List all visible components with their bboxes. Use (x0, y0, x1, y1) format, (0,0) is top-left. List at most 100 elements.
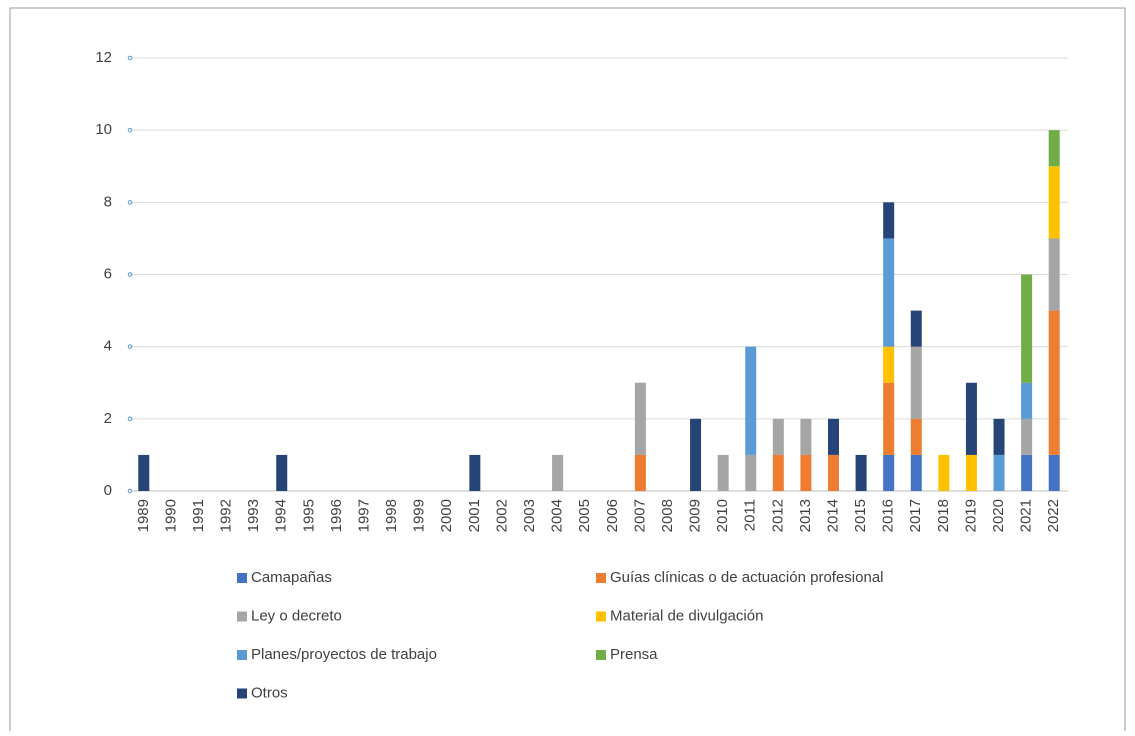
y-tick-label: 8 (104, 193, 112, 210)
x-tick-label: 2008 (659, 499, 676, 532)
x-tick-label: 1998 (383, 499, 400, 532)
bar-segment (745, 346, 757, 455)
x-tick-label: 2022 (1045, 499, 1062, 532)
bar-segment (772, 418, 784, 455)
x-tick-label: 2021 (1018, 499, 1035, 532)
x-tick-label: 2014 (824, 499, 841, 532)
legend-swatch (596, 573, 606, 583)
legend-swatch (596, 611, 606, 622)
x-tick-label: 2003 (521, 499, 538, 532)
bar-segment (910, 310, 922, 347)
bar-segment (1048, 310, 1060, 455)
bar-segment (855, 454, 867, 491)
x-tick-label: 1992 (218, 499, 235, 532)
x-tick-label: 1994 (273, 499, 290, 532)
tick-marker (127, 272, 133, 277)
legend-label: Planes/proyectos de trabajo (251, 646, 437, 663)
bar-segment (993, 454, 1005, 491)
bar-segment (800, 454, 812, 491)
x-tick-label: 2012 (769, 499, 786, 532)
legend-label: Otros (251, 684, 288, 701)
x-tick-label: 2016 (880, 499, 897, 532)
tick-marker (127, 127, 133, 133)
bar-segment (1021, 418, 1033, 455)
bar-segment (828, 454, 839, 491)
y-tick-label: 4 (104, 338, 112, 355)
legend-swatch (237, 688, 247, 699)
bar-segment (690, 418, 702, 491)
x-tick-label: 2015 (852, 499, 869, 532)
bar-segment (1021, 382, 1033, 419)
bar-segment (717, 454, 729, 491)
x-tick-label: 1989 (135, 499, 152, 532)
bar-segment (138, 454, 150, 491)
x-tick-label: 2020 (990, 499, 1007, 532)
bar-segment (883, 238, 895, 347)
bar-segment (634, 454, 646, 491)
x-tick-label: 1990 (162, 499, 179, 532)
legend-swatch (237, 573, 247, 583)
bar-segment (938, 454, 950, 491)
y-tick-label: 2 (104, 410, 112, 427)
x-tick-label: 2002 (493, 499, 510, 532)
bar-segment (1048, 166, 1060, 239)
x-tick-label: 1993 (245, 499, 262, 532)
bar-segment (800, 418, 812, 455)
x-tick-label: 2017 (907, 499, 924, 532)
bar-segment (965, 454, 977, 491)
x-tick-label: 2004 (549, 499, 566, 532)
bar-segment (772, 454, 784, 491)
frame (9, 7, 1126, 736)
bar-segment (1021, 454, 1033, 491)
bar-segment (883, 382, 895, 455)
legend-label: Prensa (610, 646, 658, 663)
y-tick-label: 12 (95, 49, 112, 66)
legend-label: Guías clínicas o de actuación profesiona… (610, 569, 884, 586)
x-tick-label: 2007 (631, 499, 648, 532)
bar-segment (965, 382, 977, 455)
y-tick-label: 0 (104, 482, 112, 499)
bar-segment (910, 418, 922, 455)
x-tick-label: 1999 (411, 499, 428, 532)
legend-label: Ley o decreto (251, 607, 342, 624)
x-tick-label: 2011 (742, 499, 759, 531)
bar-segment (745, 454, 757, 491)
legend-label: Camapañas (251, 569, 332, 586)
x-tick-label: 1991 (190, 499, 207, 532)
tick-marker (127, 55, 133, 61)
x-tick-label: 2019 (962, 499, 979, 532)
x-tick-label: 1995 (300, 499, 317, 532)
tick-marker (127, 416, 133, 422)
tick-marker (127, 344, 133, 349)
y-tick-label: 10 (95, 121, 112, 138)
bar-segment (1048, 130, 1060, 167)
x-tick-label: 2005 (576, 499, 593, 532)
x-tick-label: 1996 (328, 499, 345, 532)
bar-segment (993, 418, 1005, 455)
bar-segment (1021, 274, 1033, 383)
bar-segment (910, 346, 922, 419)
bar-segment (276, 454, 288, 491)
legend-label: Material de divulgación (610, 607, 763, 624)
tick-marker (127, 200, 133, 205)
x-tick-label: 2000 (438, 499, 455, 532)
x-tick-label: 2001 (466, 499, 483, 532)
legend-swatch (596, 650, 606, 660)
bar-segment (1048, 238, 1060, 311)
bar-segment (910, 454, 922, 491)
bar-segment (634, 382, 646, 455)
y-tick-label: 6 (104, 265, 112, 282)
x-tick-label: 2009 (687, 499, 704, 532)
x-tick-label: 2018 (935, 499, 952, 532)
bar-segment (883, 454, 895, 491)
legend-swatch (237, 611, 247, 622)
bar-segment (1048, 454, 1060, 491)
x-tick-label: 1997 (355, 499, 372, 532)
bar-segment (883, 202, 895, 239)
bar-segment (828, 418, 839, 455)
x-tick-label: 2013 (797, 499, 814, 532)
x-tick-label: 2006 (604, 499, 621, 532)
bar-segment (469, 454, 481, 491)
x-tick-label: 2010 (714, 499, 731, 532)
